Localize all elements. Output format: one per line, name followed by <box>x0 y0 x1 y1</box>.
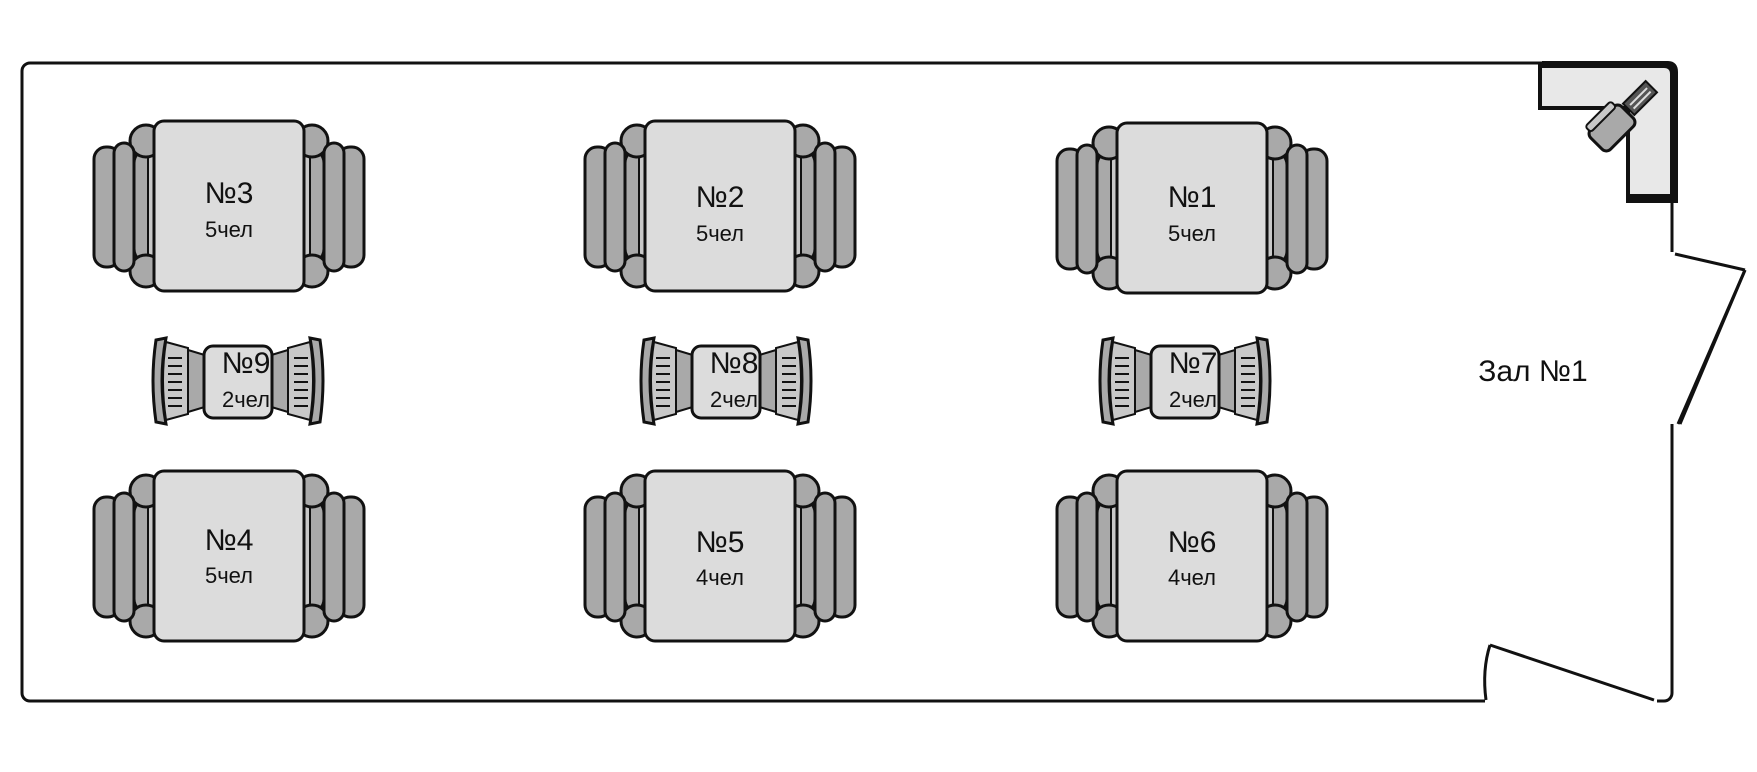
table-8[interactable]: №8 2чел <box>639 336 813 426</box>
table-3[interactable]: №3 5чел <box>92 119 366 293</box>
table-capacity: 4чел <box>696 565 744 590</box>
table-number: №7 <box>1169 347 1218 380</box>
table-number: №1 <box>1168 181 1217 214</box>
hall-label: Зал №1 <box>1478 355 1588 388</box>
table-number: №3 <box>205 177 254 210</box>
table-7[interactable]: №7 2чел <box>1098 336 1272 426</box>
table-6[interactable]: №6 4чел <box>1055 469 1329 643</box>
table-capacity: 5чел <box>205 563 253 588</box>
table-number: №8 <box>710 347 759 380</box>
table-capacity: 2чел <box>1169 387 1217 412</box>
table-capacity: 4чел <box>1168 565 1216 590</box>
table-5[interactable]: №5 4чел <box>583 469 857 643</box>
table-capacity: 5чел <box>1168 221 1216 246</box>
table-2[interactable]: №2 5чел <box>583 119 857 293</box>
table-number: №6 <box>1168 526 1217 559</box>
table-number: №9 <box>222 347 271 380</box>
reception-desk-icon <box>1538 61 1678 203</box>
table-capacity: 5чел <box>205 217 253 242</box>
door-icon <box>1667 252 1747 425</box>
table-capacity: 2чел <box>222 387 270 412</box>
table-number: №2 <box>696 181 745 214</box>
table-4[interactable]: №4 5чел <box>92 469 366 643</box>
table-9[interactable]: №9 2чел <box>151 336 325 426</box>
table-number: №5 <box>696 526 745 559</box>
table-number: №4 <box>205 524 254 557</box>
table-capacity: 2чел <box>710 387 758 412</box>
table-capacity: 5чел <box>696 221 744 246</box>
table-1[interactable]: №1 5чел <box>1055 121 1329 295</box>
door-icon <box>1483 643 1657 707</box>
